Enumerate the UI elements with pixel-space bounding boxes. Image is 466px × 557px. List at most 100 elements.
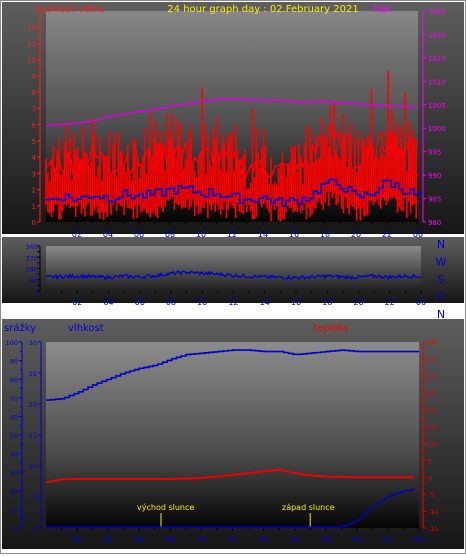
x-tick-label: 18 (320, 230, 330, 239)
y-tick-label: 180 (26, 266, 38, 274)
y-tick-label: -10 (428, 508, 439, 516)
y-tick-label: 1020 (428, 31, 446, 39)
x-tick-label: 12 (227, 230, 237, 239)
x-tick-label: 14 (260, 298, 270, 307)
wind-speed-line (45, 122, 419, 182)
y-tick-label: 40 (10, 451, 18, 459)
x-tick-label: 00 (416, 298, 426, 307)
x-tick-label: 14 (258, 535, 268, 544)
humidity-label: vlhkost (68, 323, 104, 334)
x-tick-label: 00 (414, 535, 424, 544)
x-tick-label: 10 (197, 298, 207, 307)
y-tick-label: 0 (428, 474, 432, 482)
bottom-plot-area (46, 342, 419, 528)
x-tick-label: 18 (321, 535, 331, 544)
y-tick-label: 25 (29, 370, 37, 378)
y-tick-label: 15 (428, 424, 436, 432)
y-tick-label: 40 (428, 339, 436, 347)
y-tick-label: 10 (27, 57, 36, 65)
y-tick-label: 0 (34, 288, 38, 296)
y-tick-label: 15 (29, 432, 37, 440)
y-tick-label: -5 (428, 491, 434, 499)
y-tick-label: 2 (32, 187, 36, 195)
y-tick-label: 10 (10, 506, 18, 514)
y-tick-label: 12 (27, 24, 36, 32)
y-tick-label: 7 (32, 105, 36, 113)
x-tick-label: 04 (103, 230, 113, 239)
x-tick-label: 14 (258, 230, 268, 239)
y-tick-label: 8 (32, 89, 36, 97)
y-tick-label: 20 (29, 401, 37, 409)
y-tick-label: 1005 (428, 102, 446, 110)
wind-speed-label: rychlost větru (35, 3, 105, 15)
x-tick-label: 02 (72, 230, 82, 239)
y-tick-label: 90 (10, 358, 18, 366)
humidity-line (46, 349, 419, 401)
y-tick-label: 0 (32, 219, 36, 227)
top-chart-axes: 0123456789101112980985990995100010051010… (27, 8, 446, 239)
y-tick-label: 80 (10, 376, 18, 384)
y-tick-label: 50 (10, 432, 18, 440)
y-tick-label: 5 (428, 457, 432, 465)
y-tick-label: 5 (32, 138, 36, 146)
y-tick-label: 990 (428, 172, 441, 180)
y-tick-label: 90 (30, 277, 38, 285)
x-tick-label: 04 (103, 535, 113, 544)
direction-label: W (436, 256, 447, 269)
sunset-label: západ slunce (282, 503, 335, 512)
x-tick-label: 06 (134, 535, 144, 544)
direction-label: N (437, 238, 445, 251)
x-tick-label: 20 (353, 298, 363, 307)
y-tick-label: 11 (27, 40, 36, 48)
y-tick-label: 9 (32, 73, 36, 81)
x-tick-label: 06 (135, 298, 145, 307)
y-tick-label: 35 (428, 356, 436, 364)
precipitation-label: srážky (4, 322, 36, 334)
bottom-chart-axes: 0102030405060708090100051015202530-15-10… (6, 339, 439, 544)
x-tick-label: 18 (322, 298, 332, 307)
y-tick-label: 70 (10, 395, 18, 403)
y-tick-label: 0 (14, 525, 18, 533)
x-tick-label: 02 (72, 298, 82, 307)
precipitation-line (46, 488, 415, 528)
pressure-line (45, 97, 419, 127)
x-tick-label: 16 (290, 535, 300, 544)
y-tick-label: 0 (33, 525, 37, 533)
y-tick-label: 1015 (428, 55, 446, 63)
x-tick-label: 12 (227, 535, 237, 544)
y-tick-label: 20 (10, 488, 18, 496)
middle-plot-area (46, 246, 421, 291)
y-tick-label: 1025 (428, 8, 446, 16)
x-tick-label: 04 (103, 298, 113, 307)
x-tick-label: 06 (134, 230, 144, 239)
x-tick-label: 08 (165, 535, 175, 544)
x-tick-label: 20 (352, 535, 362, 544)
y-tick-label: 10 (428, 440, 436, 448)
y-tick-label: 3 (32, 170, 36, 178)
y-tick-label: 1 (32, 203, 36, 211)
y-tick-label: -15 (428, 525, 439, 533)
y-tick-label: 20 (428, 407, 436, 415)
wind-average-line (46, 178, 422, 207)
x-tick-label: 10 (196, 535, 206, 544)
y-tick-label: 270 (26, 254, 38, 262)
y-tick-label: 30 (10, 469, 18, 477)
y-tick-label: 5 (33, 494, 37, 502)
y-tick-label: 995 (428, 149, 441, 157)
x-tick-label: 20 (351, 230, 361, 239)
y-tick-label: 6 (32, 122, 37, 130)
sunrise-label: východ slunce (137, 503, 194, 512)
x-tick-label: 02 (72, 535, 82, 544)
y-tick-label: 100 (6, 339, 18, 347)
chart-title: 24 hour graph day : 02.February 2021 (167, 4, 358, 15)
temperature-label: teplota (313, 323, 348, 334)
y-tick-label: 60 (10, 413, 18, 421)
x-tick-label: 08 (166, 298, 176, 307)
x-tick-label: 08 (165, 230, 175, 239)
x-tick-label: 10 (196, 230, 206, 239)
x-tick-label: 00 (413, 230, 423, 239)
y-tick-label: 360 (26, 243, 38, 251)
